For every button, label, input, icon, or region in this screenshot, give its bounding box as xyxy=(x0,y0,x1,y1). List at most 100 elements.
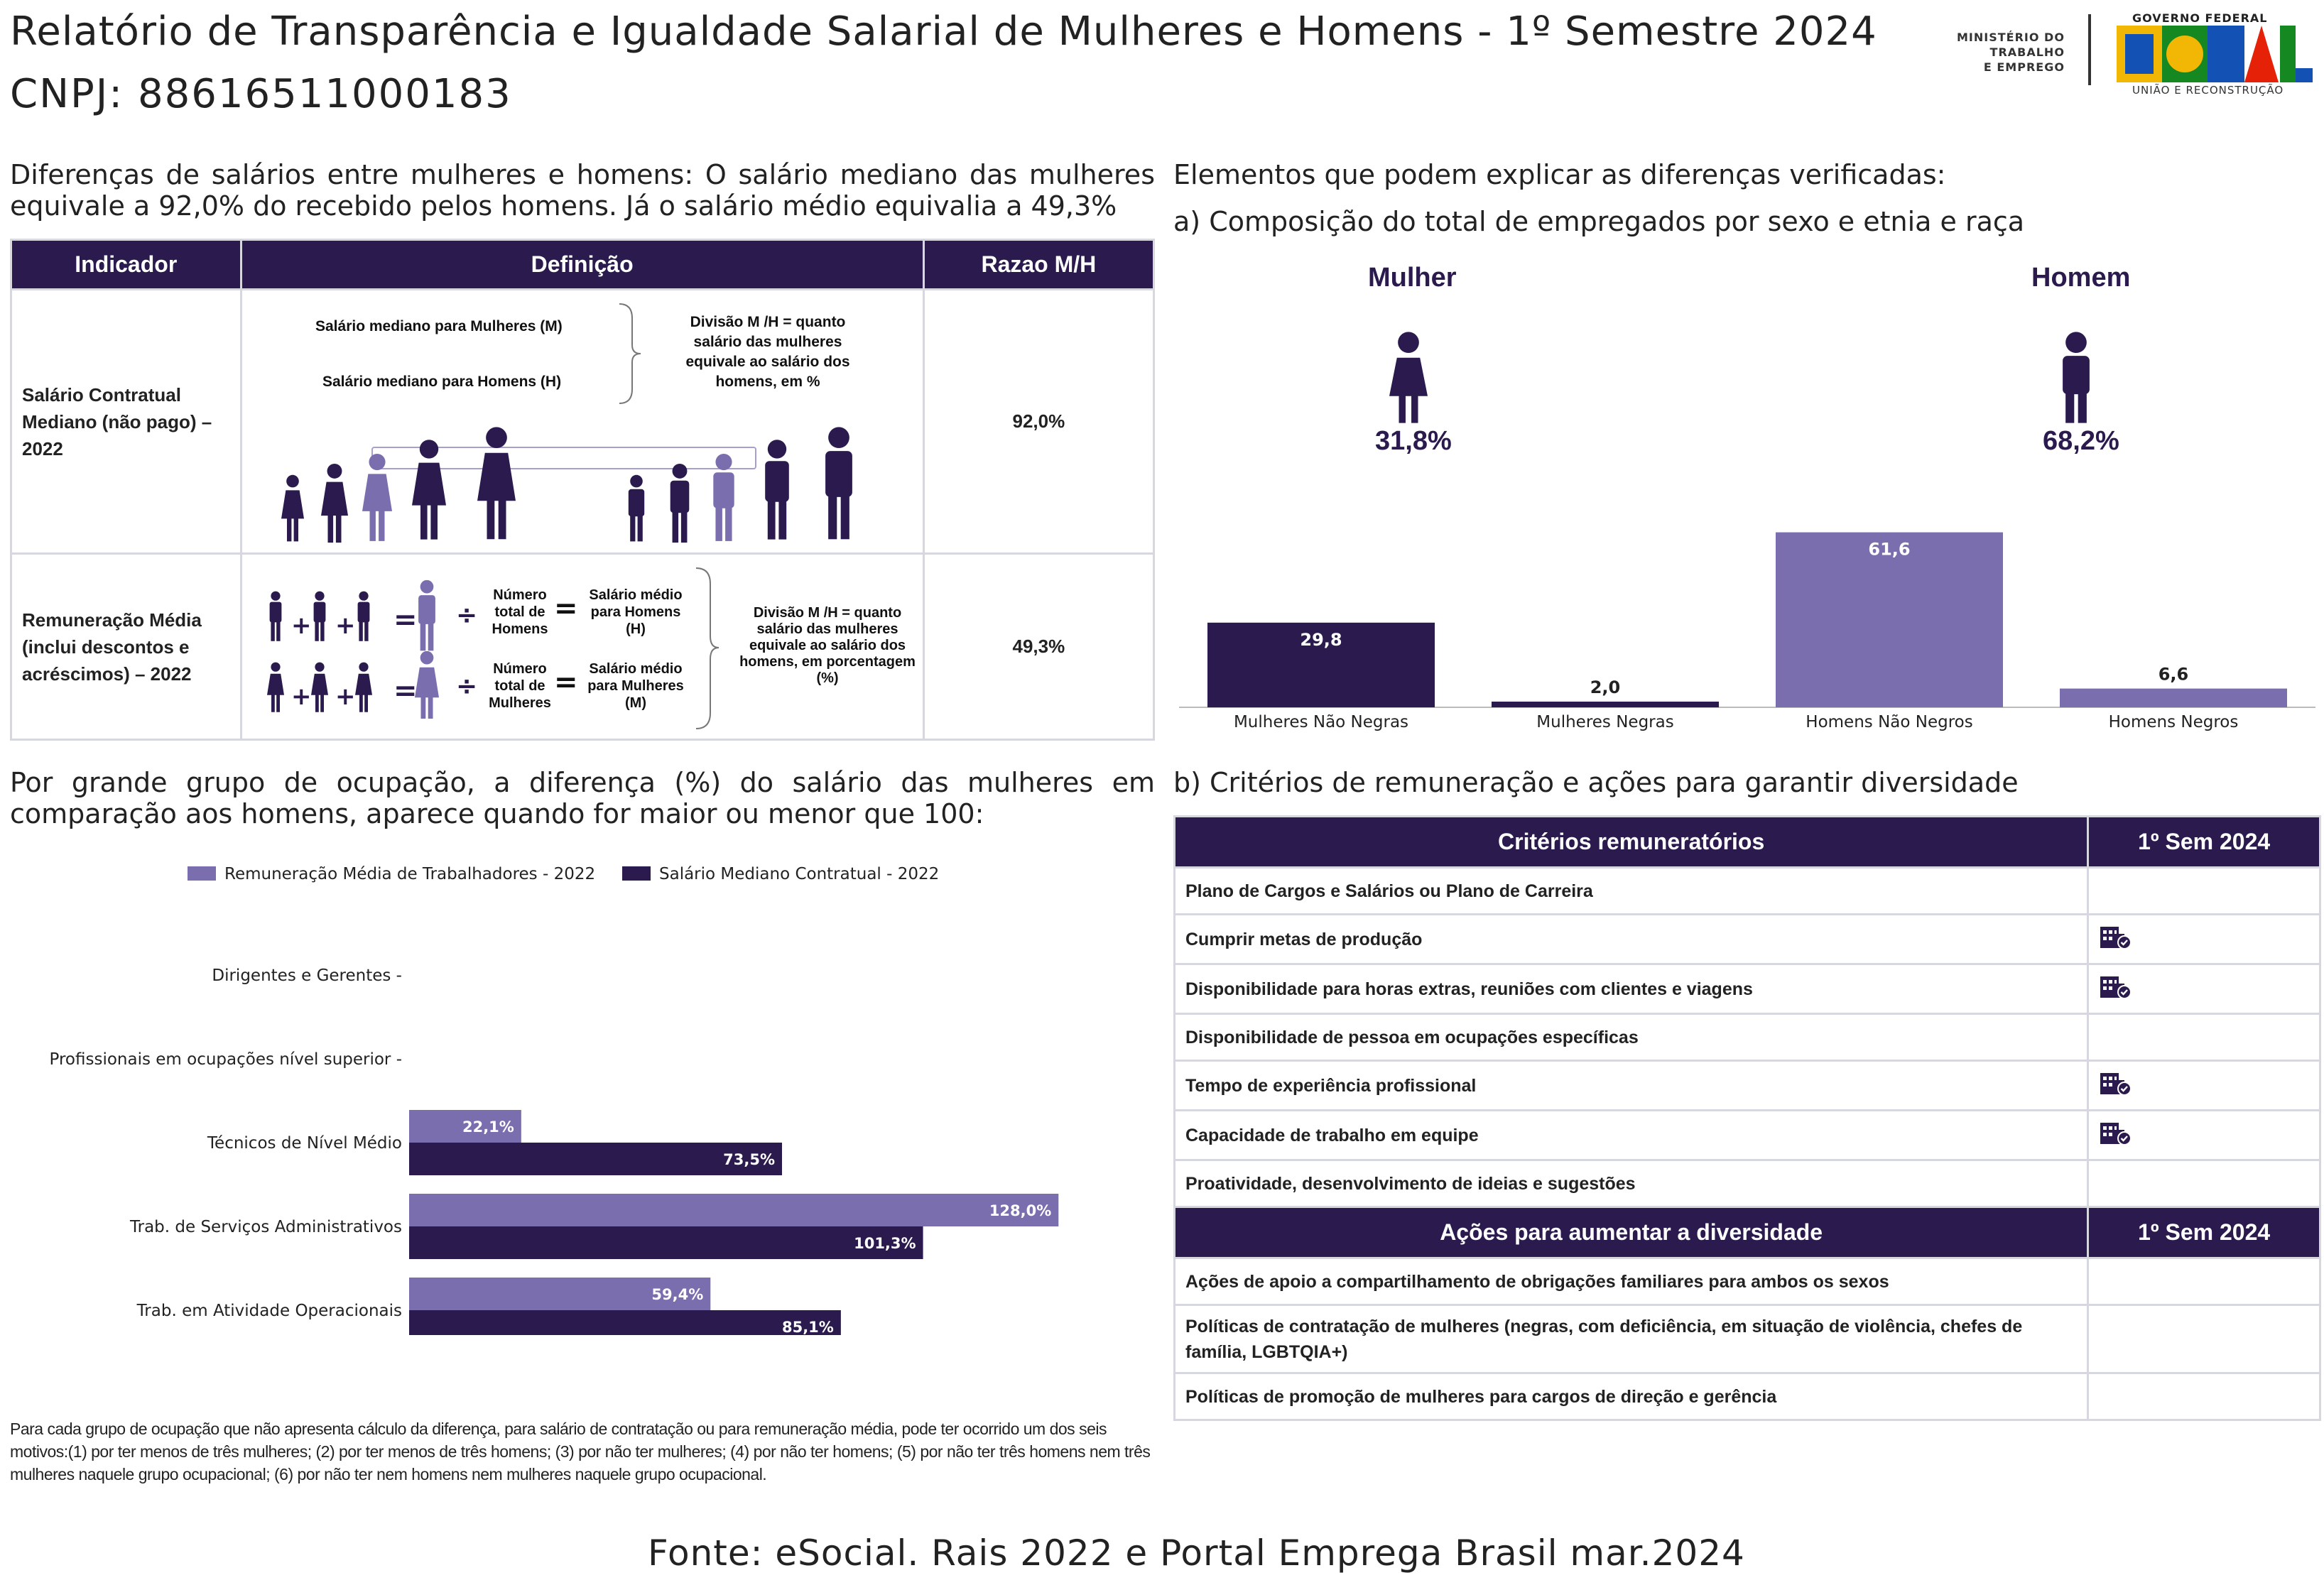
cnpj: CNPJ: 88616511000183 xyxy=(10,67,512,122)
table-row: Capacidade de trabalho em equipe xyxy=(1175,1111,2320,1160)
ratio-cell: 92,0% xyxy=(923,290,1153,554)
salary-diff-intro: Diferenças de salários entre mulheres e … xyxy=(10,159,1155,222)
people-sum-icon: + + = ÷ + + = ÷ xyxy=(263,577,490,719)
table-row: Políticas de contratação de mulheres (ne… xyxy=(1175,1305,2320,1373)
category-label: Homens Negros xyxy=(2109,713,2239,731)
criteria-title: b) Critérios de remuneração e ações para… xyxy=(1173,767,2019,798)
actions-period: 1º Sem 2024 xyxy=(2088,1207,2320,1258)
svg-text:=: = xyxy=(393,604,418,636)
gov-logo-bottom-text: UNIÃO E RECONSTRUÇÃO xyxy=(2132,84,2284,97)
data-label: 128,0% xyxy=(989,1202,1051,1219)
criteria-status xyxy=(2088,1160,2320,1207)
men-total-label: Número total de Homens xyxy=(484,587,555,638)
criteria-status xyxy=(2088,1111,2320,1160)
svg-text:+: + xyxy=(291,682,312,711)
occupation-intro: Por grande grupo de ocupação, a diferenç… xyxy=(10,767,1155,829)
table-row: Disponibilidade para horas extras, reuni… xyxy=(1175,964,2320,1014)
def-division-avg: Divisão M /H = quanto salário das mulher… xyxy=(739,605,916,687)
brasil-logo xyxy=(2115,24,2314,85)
col-indicator: Indicador xyxy=(11,240,241,290)
criteria-status xyxy=(2088,964,2320,1014)
criteria-status xyxy=(2088,1305,2320,1373)
category-label: Técnicos de Nível Médio xyxy=(207,1134,402,1153)
criteria-label: Proatividade, desenvolvimento de ideias … xyxy=(1175,1160,2088,1207)
woman-icon xyxy=(1389,331,1432,423)
criteria-status xyxy=(2088,868,2320,915)
people-group-icon xyxy=(256,419,895,547)
criteria-label: Capacidade de trabalho em equipe xyxy=(1175,1111,2088,1160)
bar-0 xyxy=(409,1194,1058,1226)
indicator-cell: Salário Contratual Mediano (não pago) – … xyxy=(11,290,241,554)
building-check-icon xyxy=(2099,1070,2132,1096)
svg-text:+: + xyxy=(335,611,356,640)
col-definition: Definição xyxy=(241,240,923,290)
table-row: Políticas de promoção de mulheres para c… xyxy=(1175,1373,2320,1420)
source-note: Fonte: eSocial. Rais 2022 e Portal Empre… xyxy=(648,1532,1745,1574)
svg-text:÷: ÷ xyxy=(456,672,477,701)
legend-label: Salário Mediano Contratual - 2022 xyxy=(659,865,939,883)
criteria-label: Cumprir metas de produção xyxy=(1175,915,2088,964)
brace-icon xyxy=(617,301,645,408)
category-label: Homens Não Negros xyxy=(1806,713,1972,731)
composition-chart: 29,8Mulheres Não Negras2,0Mulheres Negra… xyxy=(1179,497,2315,739)
category-label: Dirigentes e Gerentes - xyxy=(212,966,402,985)
gov-logo-top-text: GOVERNO FEDERAL xyxy=(2132,11,2267,25)
category-label: Trab. de Serviços Administrativos xyxy=(129,1218,402,1236)
occupation-chart: Remuneração Média de Trabalhadores - 202… xyxy=(10,852,1146,1335)
equals-icon: = xyxy=(554,666,578,699)
criteria-label: Políticas de contratação de mulheres (ne… xyxy=(1175,1305,2088,1373)
criteria-label: Políticas de promoção de mulheres para c… xyxy=(1175,1373,2088,1420)
report-title: Relatório de Transparência e Igualdade S… xyxy=(10,4,1877,60)
composition-subtitle: a) Composição do total de empregados por… xyxy=(1173,206,2024,237)
def-division-median: Divisão M /H = quanto salário das mulher… xyxy=(665,312,871,392)
equals-icon: = xyxy=(554,592,578,625)
criteria-label: Disponibilidade para horas extras, reuni… xyxy=(1175,964,2088,1014)
criteria-table: Critérios remuneratórios 1º Sem 2024 Pla… xyxy=(1173,815,2321,1421)
criteria-label: Disponibilidade de pessoa em ocupações e… xyxy=(1175,1014,2088,1061)
criteria-status xyxy=(2088,1014,2320,1061)
criteria-status xyxy=(2088,1258,2320,1305)
women-label: Mulher xyxy=(1368,263,1457,293)
actions-header: Ações para aumentar a diversidade xyxy=(1175,1207,2088,1258)
svg-text:+: + xyxy=(291,611,312,640)
occupation-footnote: Para cada grupo de ocupação que não apre… xyxy=(10,1417,1155,1486)
svg-text:+: + xyxy=(335,682,356,711)
category-label: Mulheres Negras xyxy=(1536,713,1673,731)
criteria-label: Ações de apoio a compartilhamento de obr… xyxy=(1175,1258,2088,1305)
indicator-cell: Remuneração Média (inclui descontos e ac… xyxy=(11,554,241,740)
table-row: Tempo de experiência profissional xyxy=(1175,1061,2320,1111)
legend-swatch xyxy=(188,866,216,881)
bar-1 xyxy=(409,1310,841,1335)
men-avg-label: Salário médio para Homens (H) xyxy=(582,587,689,638)
brace-icon xyxy=(693,565,722,733)
building-check-icon xyxy=(2099,1120,2132,1145)
men-label: Homem xyxy=(2031,263,2130,293)
table-row: Ações de apoio a compartilhamento de obr… xyxy=(1175,1258,2320,1305)
legend-label: Remuneração Média de Trabalhadores - 202… xyxy=(224,865,595,883)
table-row: Remuneração Média (inclui descontos e ac… xyxy=(11,554,1154,740)
legend-swatch xyxy=(622,866,651,881)
data-label: 6,6 xyxy=(2159,665,2189,685)
women-pct: 31,8% xyxy=(1375,426,1452,457)
table-row: Plano de Cargos e Salários ou Plano de C… xyxy=(1175,868,2320,915)
criteria-label: Plano de Cargos e Salários ou Plano de C… xyxy=(1175,868,2088,915)
data-label: 2,0 xyxy=(1590,677,1621,697)
table-row: Proatividade, desenvolvimento de ideias … xyxy=(1175,1160,2320,1207)
ratio-cell: 49,3% xyxy=(923,554,1153,740)
women-avg-label: Salário médio para Mulheres (M) xyxy=(582,660,689,712)
table-row: Disponibilidade de pessoa em ocupações e… xyxy=(1175,1014,2320,1061)
data-label: 85,1% xyxy=(782,1319,834,1335)
building-check-icon xyxy=(2099,924,2132,949)
building-check-icon xyxy=(2099,974,2132,999)
category-label: Trab. em Atividade Operacionais xyxy=(136,1302,402,1320)
svg-text:÷: ÷ xyxy=(456,601,477,630)
women-total-label: Número total de Mulheres xyxy=(484,660,555,712)
criteria-status xyxy=(2088,1061,2320,1111)
criteria-status xyxy=(2088,915,2320,964)
data-label: 59,4% xyxy=(651,1286,703,1303)
men-pct: 68,2% xyxy=(2043,426,2119,457)
data-label: 29,8 xyxy=(1300,630,1342,650)
data-label: 101,3% xyxy=(854,1235,916,1252)
def-men-median: Salário mediano para Homens (H) xyxy=(322,374,561,391)
composition-title: Elementos que podem explicar as diferenç… xyxy=(1173,159,1945,190)
